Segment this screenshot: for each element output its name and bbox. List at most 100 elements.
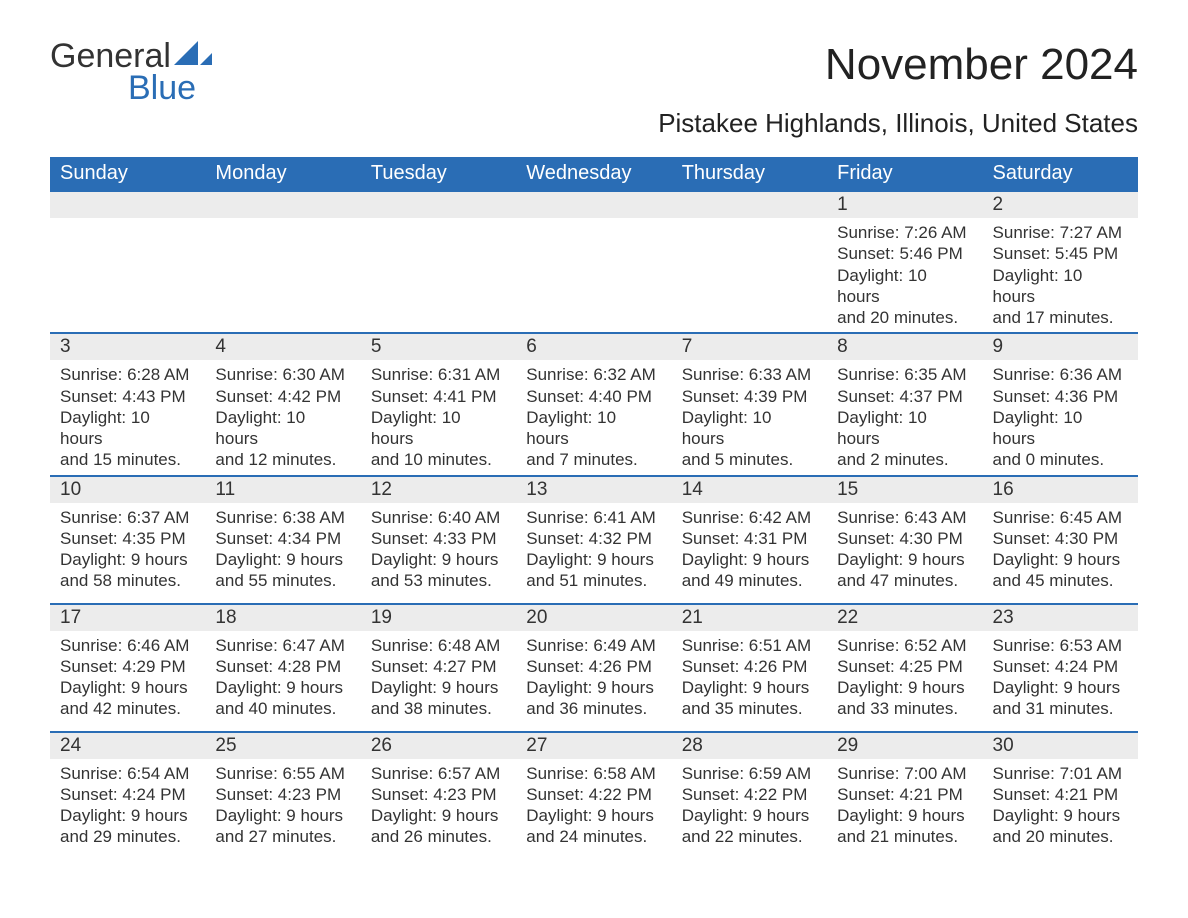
day-number: 14 (672, 477, 827, 503)
week-row: 3Sunrise: 6:28 AMSunset: 4:43 PMDaylight… (50, 333, 1138, 475)
day-number: 19 (361, 605, 516, 631)
day-number: 2 (983, 192, 1138, 218)
sunrise-text: Sunrise: 6:30 AM (215, 364, 350, 385)
day-body: Sunrise: 7:27 AMSunset: 5:45 PMDaylight:… (983, 218, 1138, 332)
day-cell: 3Sunrise: 6:28 AMSunset: 4:43 PMDaylight… (50, 333, 205, 475)
brand-logo: General Blue (50, 40, 212, 105)
daylight-text: Daylight: 10 hours (993, 265, 1128, 308)
day-cell: 16Sunrise: 6:45 AMSunset: 4:30 PMDayligh… (983, 476, 1138, 604)
day-cell: 24Sunrise: 6:54 AMSunset: 4:24 PMDayligh… (50, 732, 205, 860)
daylight-text: Daylight: 10 hours (526, 407, 661, 450)
brand-word1: General (50, 40, 171, 72)
day-number: 15 (827, 477, 982, 503)
daylight-text-2: and 21 minutes. (837, 826, 972, 847)
day-number: 4 (205, 334, 360, 360)
sail-icon (174, 40, 212, 72)
daylight-text: Daylight: 9 hours (993, 677, 1128, 698)
sunset-text: Sunset: 4:33 PM (371, 528, 506, 549)
day-body: Sunrise: 6:49 AMSunset: 4:26 PMDaylight:… (516, 631, 671, 724)
day-body: Sunrise: 6:53 AMSunset: 4:24 PMDaylight:… (983, 631, 1138, 724)
day-cell: 13Sunrise: 6:41 AMSunset: 4:32 PMDayligh… (516, 476, 671, 604)
day-number: 9 (983, 334, 1138, 360)
daylight-text-2: and 35 minutes. (682, 698, 817, 719)
day-body: Sunrise: 6:30 AMSunset: 4:42 PMDaylight:… (205, 360, 360, 474)
daylight-text: Daylight: 9 hours (682, 677, 817, 698)
day-body: Sunrise: 6:31 AMSunset: 4:41 PMDaylight:… (361, 360, 516, 474)
day-cell (361, 191, 516, 333)
daylight-text: Daylight: 9 hours (526, 805, 661, 826)
daylight-text-2: and 29 minutes. (60, 826, 195, 847)
day-cell: 15Sunrise: 6:43 AMSunset: 4:30 PMDayligh… (827, 476, 982, 604)
daylight-text-2: and 15 minutes. (60, 449, 195, 470)
sunset-text: Sunset: 4:36 PM (993, 386, 1128, 407)
weekday-header: Friday (827, 157, 982, 191)
day-number: 21 (672, 605, 827, 631)
sunrise-text: Sunrise: 6:51 AM (682, 635, 817, 656)
daylight-text-2: and 7 minutes. (526, 449, 661, 470)
sunrise-text: Sunrise: 6:38 AM (215, 507, 350, 528)
daylight-text: Daylight: 9 hours (993, 805, 1128, 826)
sunrise-text: Sunrise: 6:40 AM (371, 507, 506, 528)
day-number-empty (516, 192, 671, 218)
daylight-text-2: and 49 minutes. (682, 570, 817, 591)
day-cell: 19Sunrise: 6:48 AMSunset: 4:27 PMDayligh… (361, 604, 516, 732)
daylight-text: Daylight: 9 hours (526, 549, 661, 570)
day-number: 30 (983, 733, 1138, 759)
brand-word2: Blue (50, 72, 212, 104)
day-cell: 29Sunrise: 7:00 AMSunset: 4:21 PMDayligh… (827, 732, 982, 860)
day-body: Sunrise: 6:52 AMSunset: 4:25 PMDaylight:… (827, 631, 982, 724)
sunrise-text: Sunrise: 6:55 AM (215, 763, 350, 784)
sunrise-text: Sunrise: 6:45 AM (993, 507, 1128, 528)
day-number: 3 (50, 334, 205, 360)
day-body: Sunrise: 6:33 AMSunset: 4:39 PMDaylight:… (672, 360, 827, 474)
weekday-header: Monday (205, 157, 360, 191)
day-number: 11 (205, 477, 360, 503)
sunset-text: Sunset: 4:27 PM (371, 656, 506, 677)
day-number: 28 (672, 733, 827, 759)
daylight-text: Daylight: 10 hours (215, 407, 350, 450)
day-number: 7 (672, 334, 827, 360)
daylight-text-2: and 5 minutes. (682, 449, 817, 470)
sunrise-text: Sunrise: 6:49 AM (526, 635, 661, 656)
sunset-text: Sunset: 4:30 PM (837, 528, 972, 549)
sunset-text: Sunset: 4:22 PM (526, 784, 661, 805)
day-cell: 11Sunrise: 6:38 AMSunset: 4:34 PMDayligh… (205, 476, 360, 604)
day-body: Sunrise: 7:26 AMSunset: 5:46 PMDaylight:… (827, 218, 982, 332)
daylight-text: Daylight: 9 hours (371, 549, 506, 570)
sunrise-text: Sunrise: 6:47 AM (215, 635, 350, 656)
sunrise-text: Sunrise: 6:31 AM (371, 364, 506, 385)
day-cell: 20Sunrise: 6:49 AMSunset: 4:26 PMDayligh… (516, 604, 671, 732)
day-body: Sunrise: 6:36 AMSunset: 4:36 PMDaylight:… (983, 360, 1138, 474)
sunrise-text: Sunrise: 6:41 AM (526, 507, 661, 528)
day-body: Sunrise: 6:55 AMSunset: 4:23 PMDaylight:… (205, 759, 360, 852)
week-row: 1Sunrise: 7:26 AMSunset: 5:46 PMDaylight… (50, 191, 1138, 333)
sunrise-text: Sunrise: 7:00 AM (837, 763, 972, 784)
calendar-table: SundayMondayTuesdayWednesdayThursdayFrid… (50, 157, 1138, 860)
day-body: Sunrise: 6:35 AMSunset: 4:37 PMDaylight:… (827, 360, 982, 474)
daylight-text-2: and 55 minutes. (215, 570, 350, 591)
daylight-text: Daylight: 9 hours (215, 549, 350, 570)
sunrise-text: Sunrise: 7:27 AM (993, 222, 1128, 243)
day-number-empty (361, 192, 516, 218)
sunset-text: Sunset: 4:42 PM (215, 386, 350, 407)
day-cell (205, 191, 360, 333)
day-body: Sunrise: 6:57 AMSunset: 4:23 PMDaylight:… (361, 759, 516, 852)
sunset-text: Sunset: 5:46 PM (837, 243, 972, 264)
daylight-text-2: and 47 minutes. (837, 570, 972, 591)
daylight-text: Daylight: 9 hours (215, 677, 350, 698)
sunrise-text: Sunrise: 7:26 AM (837, 222, 972, 243)
day-number-empty (205, 192, 360, 218)
sunrise-text: Sunrise: 6:28 AM (60, 364, 195, 385)
day-body: Sunrise: 7:01 AMSunset: 4:21 PMDaylight:… (983, 759, 1138, 852)
day-body: Sunrise: 6:48 AMSunset: 4:27 PMDaylight:… (361, 631, 516, 724)
daylight-text: Daylight: 9 hours (60, 805, 195, 826)
sunrise-text: Sunrise: 6:35 AM (837, 364, 972, 385)
daylight-text: Daylight: 10 hours (371, 407, 506, 450)
day-body: Sunrise: 6:37 AMSunset: 4:35 PMDaylight:… (50, 503, 205, 596)
day-cell (516, 191, 671, 333)
sunset-text: Sunset: 4:35 PM (60, 528, 195, 549)
sunrise-text: Sunrise: 6:59 AM (682, 763, 817, 784)
sunset-text: Sunset: 4:31 PM (682, 528, 817, 549)
day-number: 13 (516, 477, 671, 503)
day-number: 18 (205, 605, 360, 631)
